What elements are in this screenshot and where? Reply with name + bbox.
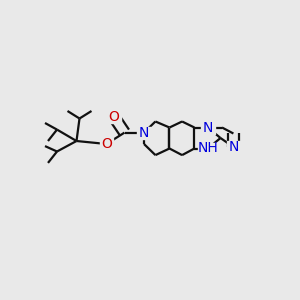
Bar	[137, 127, 151, 139]
Text: N: N	[139, 126, 149, 140]
Bar	[100, 138, 113, 150]
Bar	[226, 141, 240, 153]
Text: O: O	[109, 110, 119, 124]
Bar	[198, 142, 218, 154]
Bar	[201, 122, 215, 134]
Bar	[107, 111, 121, 123]
Text: O: O	[101, 137, 112, 151]
Text: NH: NH	[197, 142, 218, 155]
Text: N: N	[203, 121, 213, 134]
Text: N: N	[228, 140, 239, 154]
